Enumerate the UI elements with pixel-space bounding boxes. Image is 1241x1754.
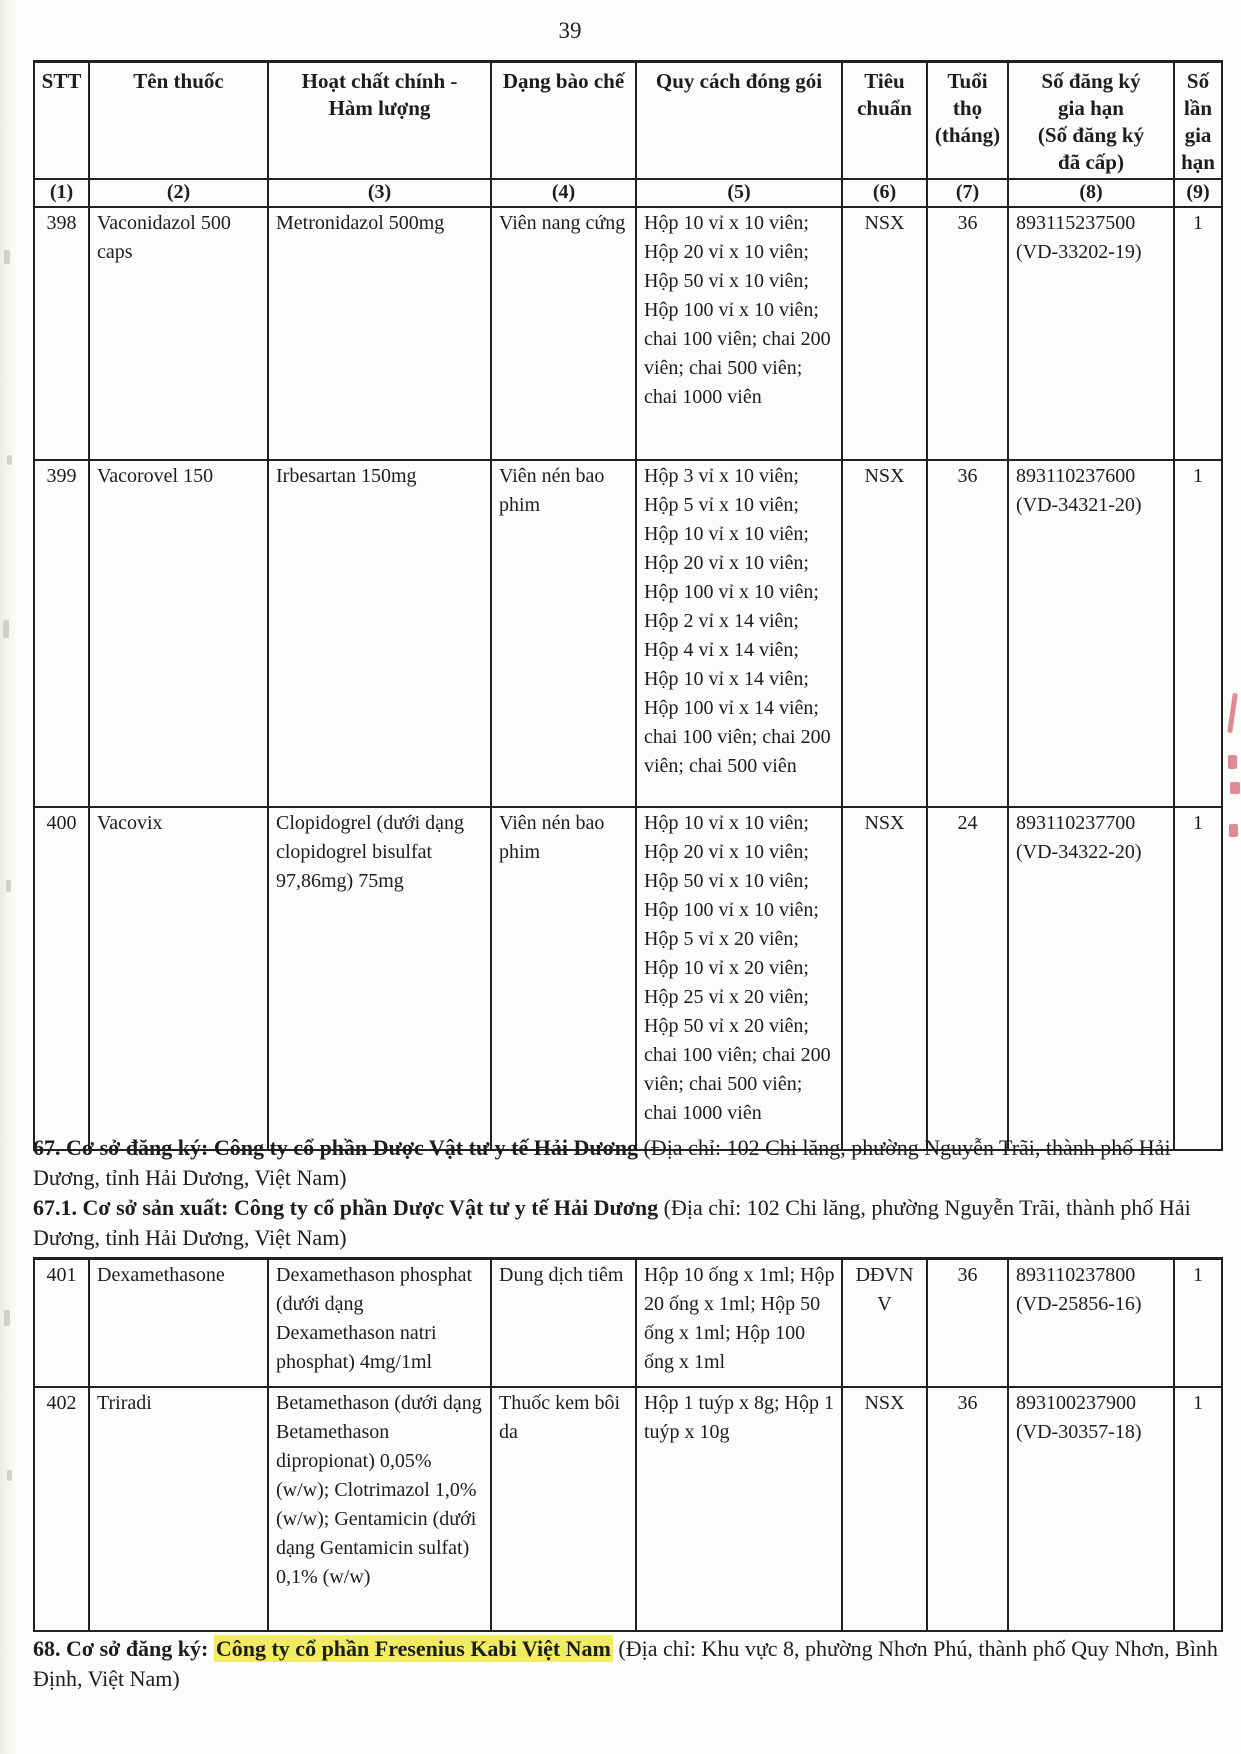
cell-dang-bao-che: Viên nén bao phim	[490, 806, 637, 1151]
scan-speck	[6, 880, 11, 892]
cell-hoat-chat: Clopidogrel (dưới dạng clopidogrel bisul…	[267, 806, 492, 1151]
section-67-1-company: Công ty cổ phần Dược Vật tư y tế Hải Dươ…	[234, 1195, 659, 1220]
table-row: 401 Dexamethasone Dexamethason phosphat …	[33, 1257, 1223, 1388]
col-index-7: (7)	[926, 178, 1009, 208]
col-index-8: (8)	[1007, 178, 1175, 208]
col-index-4: (4)	[490, 178, 637, 208]
cell-tieu-chuan: NSX	[841, 206, 928, 461]
col-index-5: (5)	[635, 178, 843, 208]
col-header-so-lan: Số lần gia hạn	[1173, 60, 1223, 180]
highlighted-company-name: Công ty cổ phần Fresenius Kabi Việt Nam	[213, 1635, 613, 1662]
drug-table-lower: 401 Dexamethasone Dexamethason phosphat …	[33, 1257, 1223, 1632]
table-row: 400 Vacovix Clopidogrel (dưới dạng clopi…	[33, 806, 1223, 1151]
col-header-hoat-chat: Hoạt chất chính - Hàm lượng	[267, 60, 492, 180]
section-67: 67. Cơ sở đăng ký: Công ty cổ phần Dược …	[33, 1133, 1220, 1193]
cell-dang-bao-che: Dung dịch tiêm	[490, 1257, 637, 1388]
col-index-2: (2)	[88, 178, 269, 208]
cell-stt: 399	[33, 459, 90, 808]
cell-stt: 402	[33, 1385, 90, 1632]
section-68-address: (Địa chỉ: Khu vực 8, phường Nhơn Phú, th…	[33, 1636, 1218, 1691]
section-paragraphs: 67. Cơ sở đăng ký: Công ty cổ phần Dược …	[33, 1133, 1220, 1253]
cell-so-dang-ky: 893110237800 (VD-25856-16)	[1007, 1257, 1175, 1388]
cell-tieu-chuan: NSX	[841, 459, 928, 808]
table-row: 402 Triradi Betamethason (dưới dạng Beta…	[33, 1385, 1223, 1632]
cell-ten-thuoc: Vaconidazol 500 caps	[88, 206, 269, 461]
cell-so-lan: 1	[1173, 459, 1223, 808]
table-header-row: STT Tên thuốc Hoạt chất chính - Hàm lượn…	[33, 60, 1223, 180]
section-67-1-label: 67.1. Cơ sở sản xuất:	[33, 1195, 234, 1220]
scan-speck	[4, 1310, 10, 1326]
col-header-stt: STT	[33, 60, 90, 180]
cell-so-lan: 1	[1173, 1257, 1223, 1388]
col-header-so-dang-ky: Số đăng ký gia hạn (Số đăng ký đã cấp)	[1007, 60, 1175, 180]
cell-so-lan: 1	[1173, 206, 1223, 461]
cell-quy-cach: Hộp 1 tuýp x 8g; Hộp 1 tuýp x 10g	[635, 1385, 843, 1632]
col-index-3: (3)	[267, 178, 492, 208]
cell-ten-thuoc: Dexamethasone	[88, 1257, 269, 1388]
col-header-quy-cach: Quy cách đóng gói	[635, 60, 843, 180]
cell-tieu-chuan: DĐVN V	[841, 1257, 928, 1388]
cell-tuoi-tho: 36	[926, 1257, 1009, 1388]
section-68: 68. Cơ sở đăng ký: Công ty cổ phần Frese…	[33, 1634, 1220, 1694]
page-number: 39	[558, 18, 582, 43]
cell-so-lan: 1	[1173, 806, 1223, 1151]
scan-speck	[4, 250, 10, 264]
col-header-dang-bao-che: Dạng bào chế	[490, 60, 637, 180]
cell-hoat-chat: Irbesartan 150mg	[267, 459, 492, 808]
section-68-container: 68. Cơ sở đăng ký: Công ty cổ phần Frese…	[33, 1634, 1220, 1694]
scan-mark-red	[1229, 824, 1238, 837]
cell-tieu-chuan: NSX	[841, 1385, 928, 1632]
cell-dang-bao-che: Thuốc kem bôi da	[490, 1385, 637, 1632]
cell-ten-thuoc: Triradi	[88, 1385, 269, 1632]
cell-stt: 398	[33, 206, 90, 461]
col-index-9: (9)	[1173, 178, 1223, 208]
col-header-tieu-chuan: Tiêu chuẩn	[841, 60, 928, 180]
table-row: 398 Vaconidazol 500 caps Metronidazol 50…	[33, 206, 1223, 461]
cell-tieu-chuan: NSX	[841, 806, 928, 1151]
section-67-1: 67.1. Cơ sở sản xuất: Công ty cổ phần Dư…	[33, 1193, 1220, 1253]
scan-mark-red	[1227, 692, 1238, 734]
scan-mark-red	[1230, 782, 1240, 794]
cell-dang-bao-che: Viên nén bao phim	[490, 459, 637, 808]
cell-so-dang-ky: 893100237900 (VD-30357-18)	[1007, 1385, 1175, 1632]
col-header-tuoi-tho: Tuổi thọ (tháng)	[926, 60, 1009, 180]
section-67-label: 67. Cơ sở đăng ký:	[33, 1135, 214, 1160]
section-67-address: (Địa chỉ: 102 Chi lăng, phường Nguyễn Tr…	[33, 1135, 1171, 1190]
cell-quy-cach: Hộp 10 vỉ x 10 viên; Hộp 20 vỉ x 10 viên…	[635, 806, 843, 1151]
cell-tuoi-tho: 24	[926, 806, 1009, 1151]
scan-mark-red	[1228, 755, 1237, 769]
cell-dang-bao-che: Viên nang cứng	[490, 206, 637, 461]
cell-so-dang-ky: 893115237500 (VD-33202-19)	[1007, 206, 1175, 461]
section-68-label: 68. Cơ sở đăng ký:	[33, 1636, 214, 1661]
cell-hoat-chat: Metronidazol 500mg	[267, 206, 492, 461]
cell-stt: 401	[33, 1257, 90, 1388]
table-row: 399 Vacorovel 150 Irbesartan 150mg Viên …	[33, 459, 1223, 808]
cell-hoat-chat: Betamethason (dưới dạng Betamethason dip…	[267, 1385, 492, 1632]
scan-speck	[7, 1470, 12, 1481]
cell-quy-cach: Hộp 3 vỉ x 10 viên; Hộp 5 vỉ x 10 viên; …	[635, 459, 843, 808]
col-header-ten-thuoc: Tên thuốc	[88, 60, 269, 180]
cell-quy-cach: Hộp 10 vỉ x 10 viên; Hộp 20 vỉ x 10 viên…	[635, 206, 843, 461]
table-index-row: (1) (2) (3) (4) (5) (6) (7) (8) (9)	[33, 178, 1223, 208]
cell-tuoi-tho: 36	[926, 206, 1009, 461]
cell-so-lan: 1	[1173, 1385, 1223, 1632]
section-67-1-address: (Địa chỉ: 102 Chi lăng, phường Nguyễn Tr…	[33, 1195, 1191, 1250]
cell-tuoi-tho: 36	[926, 1385, 1009, 1632]
cell-quy-cach: Hộp 10 ống x 1ml; Hộp 20 ống x 1ml; Hộp …	[635, 1257, 843, 1388]
cell-hoat-chat: Dexamethason phosphat (dưới dạng Dexamet…	[267, 1257, 492, 1388]
col-index-1: (1)	[33, 178, 90, 208]
cell-so-dang-ky: 893110237600 (VD-34321-20)	[1007, 459, 1175, 808]
drug-table-upper: STT Tên thuốc Hoạt chất chính - Hàm lượn…	[33, 60, 1223, 1151]
scan-speck	[7, 455, 12, 465]
scan-speck	[3, 620, 9, 638]
section-67-company: Công ty cổ phần Dược Vật tư y tế Hải Dươ…	[213, 1135, 638, 1160]
cell-so-dang-ky: 893110237700 (VD-34322-20)	[1007, 806, 1175, 1151]
cell-ten-thuoc: Vacorovel 150	[88, 459, 269, 808]
col-index-6: (6)	[841, 178, 928, 208]
cell-ten-thuoc: Vacovix	[88, 806, 269, 1151]
cell-tuoi-tho: 36	[926, 459, 1009, 808]
cell-stt: 400	[33, 806, 90, 1151]
